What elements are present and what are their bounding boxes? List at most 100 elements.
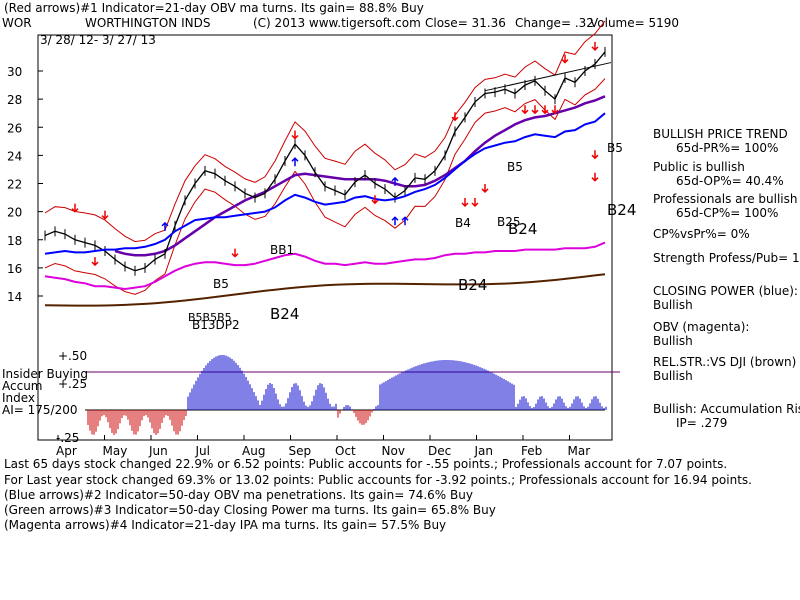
rp-rel-title: REL.STR.:VS DJI (brown) — [653, 355, 796, 369]
y-axis: 14 16 18 20 22 24 26 28 30 — [7, 65, 43, 304]
blue-arrow — [161, 221, 169, 231]
footer-line3: (Blue arrows)#2 Indicator=50-day OBV ma … — [4, 488, 473, 502]
rp-pr: 65d-PR%= 100% — [676, 141, 778, 155]
y-tick-label: 26 — [7, 121, 22, 135]
plot-frame — [37, 34, 613, 441]
x-tick-label: Nov — [382, 444, 405, 458]
x-tick-label: Dec — [428, 444, 451, 458]
ann-b24-mid: B24 — [458, 276, 487, 294]
x-tick-label: Aug — [242, 444, 265, 458]
red-arrow — [591, 150, 599, 160]
blue-arrow — [291, 157, 299, 167]
red-arrow — [551, 105, 559, 115]
x-tick-label: Feb — [521, 444, 542, 458]
y-tick-label: 18 — [7, 234, 22, 248]
header-close: Close= 31.36 — [425, 16, 506, 30]
y-tick-label: 14 — [7, 290, 22, 304]
red-arrow — [101, 210, 109, 220]
header-change: Change= .32 — [515, 16, 594, 30]
x-axis: Apr May Jun Jul Aug Sep Oct Nov Dec Jan Feb Mar — [56, 435, 590, 458]
y-tick-label: 22 — [7, 178, 22, 192]
header-line1: (Red arrows)#1 Indicator=21-day OBV ma t… — [4, 1, 424, 15]
relstr-line — [44, 273, 606, 307]
x-tick-label: Jul — [195, 444, 210, 458]
y-tick-label: 24 — [7, 149, 22, 163]
footer-line2: For Last year stock changed 69.3% or 13.… — [4, 473, 752, 487]
ann-b13: B13DP2 — [192, 318, 240, 332]
rp-cpower-val: Bullish — [653, 298, 693, 312]
accum-label-2: Accum — [2, 379, 43, 393]
x-tick-label: Oct — [335, 444, 356, 458]
x-tick-label: Mar — [568, 444, 591, 458]
lower-band-line — [44, 78, 606, 295]
red-arrow — [481, 183, 489, 193]
accumulation-histogram — [85, 355, 620, 435]
y-tick-label: 28 — [7, 93, 22, 107]
closing-power-line — [44, 112, 606, 255]
accum-label-4: AI= 175/200 — [2, 403, 77, 417]
header-company: WORTHINGTON INDS — [85, 16, 210, 30]
red-arrow — [531, 105, 539, 115]
rp-strength: Strength Profess/Pub= 12 — [653, 251, 800, 265]
y-tick-label: 30 — [7, 65, 22, 79]
footer-line4: (Green arrows)#3 Indicator=50-day Closin… — [4, 503, 496, 517]
blue-arrow — [391, 216, 399, 226]
accum-label-1: Insider Buying — [2, 367, 88, 381]
accum-label-3: Index — [2, 391, 35, 405]
rp-prof-title: Professionals are bullish — [653, 192, 798, 206]
red-arrow — [591, 41, 599, 51]
rp-obv-val: Bullish — [653, 334, 693, 348]
ann-b25: B25 — [497, 215, 521, 229]
y-tick-label: 16 — [7, 262, 22, 276]
ann-b4: B4 — [455, 216, 471, 230]
ann-b5-early: B5 — [213, 277, 229, 291]
red-arrow — [451, 112, 459, 122]
red-arrow — [291, 130, 299, 140]
ann-b5-mid: B5 — [507, 160, 523, 174]
ann-b13b: B5B5B5 — [188, 311, 232, 324]
ann-b24-price: B24 — [607, 201, 636, 219]
y-tick-label: 20 — [7, 206, 22, 220]
header-copyright: (C) 2013 www.tigersoft.com — [253, 16, 421, 30]
footer-line5: (Magenta arrows)#4 Indicator=21-day IPA … — [4, 518, 446, 532]
x-tick-label: May — [103, 444, 128, 458]
header-dates: 3/ 28/ 12- 3/ 27/ 13 — [40, 33, 156, 47]
rp-rel-val: Bullish — [653, 369, 693, 383]
red-arrow — [591, 172, 599, 182]
rp-op: 65d-OP%= 40.4% — [676, 174, 784, 188]
accum-tick-minus25: -.25 — [56, 431, 79, 445]
red-arrow — [91, 257, 99, 267]
upper-band-line — [44, 20, 606, 243]
rp-cpvspr: CP%vsPr%= 0% — [653, 227, 750, 241]
red-arrow — [521, 105, 529, 115]
rp-cp: 65d-CP%= 100% — [676, 206, 778, 220]
ann-b24-obv: B24 — [270, 305, 299, 323]
trend-line — [484, 62, 612, 92]
red-arrow — [541, 105, 549, 115]
x-tick-label: Apr — [56, 444, 77, 458]
red-arrow — [461, 198, 469, 208]
rp-accum-title: Bullish: Accumulation Risi — [653, 402, 800, 416]
header-symbol: WOR — [2, 16, 32, 30]
accum-tick-plus25: +.25 — [58, 377, 87, 391]
plot-area — [37, 34, 613, 441]
accum-tick-plus50: +.50 — [58, 349, 87, 363]
red-arrow — [561, 54, 569, 64]
rp-public-title: Public is bullish — [653, 160, 745, 174]
x-tick-label: Jun — [148, 444, 168, 458]
footer-line1: Last 65 days stock changed 22.9% or 6.52… — [4, 457, 727, 471]
rp-ip: IP= .279 — [676, 416, 727, 430]
red-arrow — [371, 195, 379, 205]
ann-b24-cp: B24 — [508, 220, 537, 238]
blue-arrow — [391, 176, 399, 186]
blue-arrow — [401, 216, 409, 226]
x-tick-label: Sep — [289, 444, 312, 458]
header-volume: Volume= 5190 — [590, 16, 679, 30]
series-lines — [44, 20, 612, 307]
obv-line — [44, 241, 606, 291]
rp-bpt-title: BULLISH PRICE TREND — [653, 127, 788, 141]
signal-arrows — [71, 41, 599, 267]
red-arrow — [471, 198, 479, 208]
x-tick-label: Jan — [474, 444, 494, 458]
